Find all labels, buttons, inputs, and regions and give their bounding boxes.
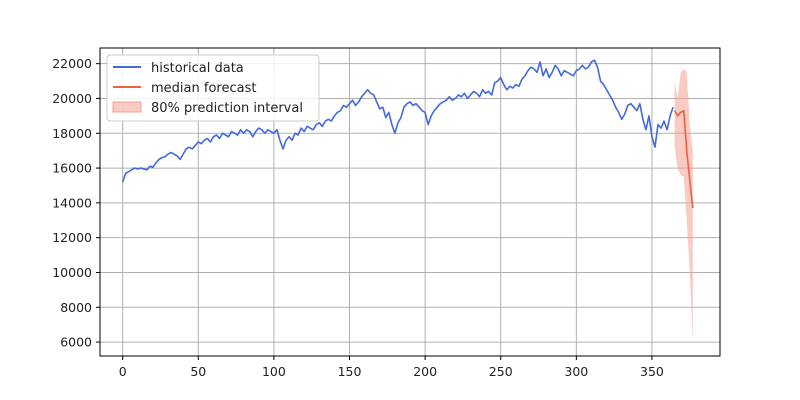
- legend: historical data median forecast 80% predic…: [106, 54, 320, 122]
- legend-swatch: [112, 101, 142, 113]
- y-tick-label: 22000: [52, 56, 92, 71]
- legend-box: [106, 54, 320, 122]
- prediction-interval-band: [674, 68, 693, 343]
- historical-data-line: [121, 59, 674, 183]
- legend-item-prediction-interval: 80% prediction interval: [112, 101, 303, 116]
- x-tick-label: 50: [190, 364, 206, 379]
- y-tick-label: 16000: [52, 161, 92, 176]
- y-tick-label: 18000: [52, 126, 92, 141]
- x-tick-label: 200: [413, 364, 437, 379]
- y-tick-label: 6000: [60, 335, 92, 350]
- axes-frame: [99, 47, 721, 357]
- y-tick-label: 8000: [60, 300, 92, 315]
- y-tick-label: 10000: [52, 265, 92, 280]
- legend-label: median forecast: [151, 81, 256, 96]
- x-tick-label: 250: [489, 364, 513, 379]
- x-tick-label: 100: [262, 364, 286, 379]
- median-forecast-line: [673, 109, 694, 209]
- x-tick-label: 300: [564, 364, 588, 379]
- series-lines: [121, 59, 694, 209]
- y-tick-label: 12000: [52, 230, 92, 245]
- y-tick-label: 20000: [52, 91, 92, 106]
- legend-label: historical data: [151, 61, 244, 76]
- grid: [100, 48, 720, 356]
- x-tick-label: 350: [640, 364, 664, 379]
- x-tick-label: 150: [338, 364, 362, 379]
- prediction-interval-area: [674, 68, 693, 343]
- x-tick-label: 0: [119, 364, 127, 379]
- y-tick-label: 14000: [52, 195, 92, 210]
- legend-item-historical-data: historical data: [113, 61, 244, 76]
- axis-ticks: 0 50 100 150 200 250 300 350 6000 8000 10000 12000 1…: [52, 56, 664, 379]
- legend-item-median-forecast: median forecast: [113, 81, 256, 96]
- legend-label: 80% prediction interval: [151, 101, 303, 116]
